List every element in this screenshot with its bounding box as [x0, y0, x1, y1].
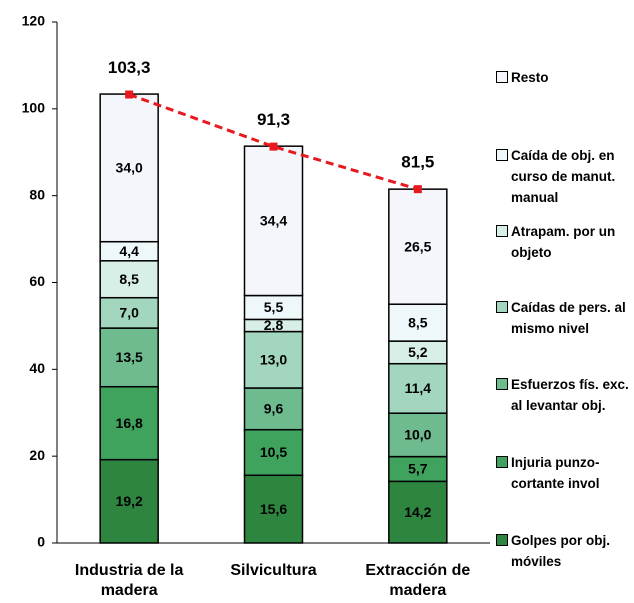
- legend-swatch: [496, 378, 508, 390]
- value-label: 2,8: [264, 317, 284, 333]
- bar-segment: [243, 474, 304, 544]
- bar-segment: [99, 327, 159, 388]
- bar-segment: [388, 455, 448, 483]
- bar-segment: [388, 412, 448, 458]
- legend-item: Resto: [496, 67, 632, 88]
- legend-swatch: [496, 71, 508, 83]
- legend-label: Caída de obj. en curso de manut. manual: [511, 148, 616, 205]
- value-label: 4,4: [119, 243, 139, 259]
- value-label: 13,5: [116, 349, 143, 365]
- bar-segment: [99, 260, 159, 299]
- value-label: 19,2: [116, 493, 143, 509]
- bar-segment: [99, 296, 159, 329]
- total-marker: [269, 142, 278, 151]
- value-label: 7,0: [119, 305, 139, 321]
- bar-segment: [99, 385, 159, 461]
- bar-segment: [99, 458, 159, 544]
- legend-item: Esfuerzos fís. exc. al levantar obj.: [496, 374, 632, 416]
- value-label: 26,5: [404, 238, 431, 254]
- value-label: 5,7: [408, 461, 428, 477]
- bar-segment: [388, 303, 448, 342]
- x-tick-label: Silvicultura: [230, 562, 317, 579]
- x-tick-label: Industria de la madera: [74, 562, 184, 599]
- total-line: [128, 93, 419, 191]
- y-tick-label: 60: [29, 273, 45, 289]
- total-marker: [125, 90, 134, 99]
- value-label: 9,6: [264, 401, 284, 417]
- value-label: 8,5: [408, 314, 428, 330]
- bar-segment: [243, 330, 304, 389]
- bar-segment: [243, 387, 304, 431]
- legend-label: Injuria punzo-cortante invol: [511, 455, 600, 491]
- legend-swatch: [496, 301, 508, 313]
- total-label: 81,5: [401, 153, 434, 172]
- legend-label: Esfuerzos fís. exc. al levantar obj.: [511, 377, 629, 413]
- value-label: 16,8: [116, 415, 143, 431]
- legend-item: Golpes por obj. móviles: [496, 530, 632, 572]
- value-label: 13,0: [260, 351, 287, 367]
- value-label: 10,5: [260, 444, 287, 460]
- value-label: 5,2: [408, 344, 428, 360]
- y-tick-label: 40: [29, 360, 45, 376]
- legend-item: Caídas de pers. al mismo nivel: [496, 297, 632, 339]
- value-label: 5,5: [264, 299, 284, 315]
- bar-segment: [388, 362, 448, 414]
- value-label: 11,4: [405, 380, 432, 396]
- legend-label: Golpes por obj. móviles: [511, 533, 611, 569]
- total-marker: [413, 185, 422, 194]
- legend-label: Resto: [511, 70, 549, 85]
- x-tick-label: Extracción de madera: [365, 562, 471, 599]
- legend-swatch: [496, 149, 508, 161]
- value-label: 15,6: [260, 501, 287, 517]
- y-tick-label: 120: [22, 13, 46, 29]
- value-label: 8,5: [119, 271, 139, 287]
- value-label: 34,4: [260, 213, 287, 229]
- y-tick-label: 20: [29, 447, 45, 463]
- value-label: 14,2: [404, 504, 431, 520]
- bar-segment: [99, 93, 159, 243]
- total-label: 91,3: [257, 110, 290, 129]
- legend-swatch: [496, 534, 508, 546]
- value-label: 34,0: [116, 160, 143, 176]
- value-label: 10,0: [404, 427, 431, 443]
- y-tick-label: 100: [22, 100, 46, 116]
- legend-swatch: [496, 225, 508, 237]
- legend-item: Caída de obj. en curso de manut. manual: [496, 145, 632, 208]
- legend-label: Atrapam. por un objeto: [511, 224, 616, 260]
- total-label: 103,3: [108, 58, 151, 77]
- legend-item: Injuria punzo-cortante invol: [496, 452, 632, 494]
- bar-segment: [243, 145, 304, 297]
- legend-item: Atrapam. por un objeto: [496, 221, 632, 263]
- y-tick-label: 0: [37, 534, 45, 550]
- bar-segment: [243, 428, 304, 477]
- y-tick-label: 80: [29, 186, 45, 202]
- legend-swatch: [496, 456, 508, 468]
- legend-label: Caídas de pers. al mismo nivel: [511, 300, 626, 336]
